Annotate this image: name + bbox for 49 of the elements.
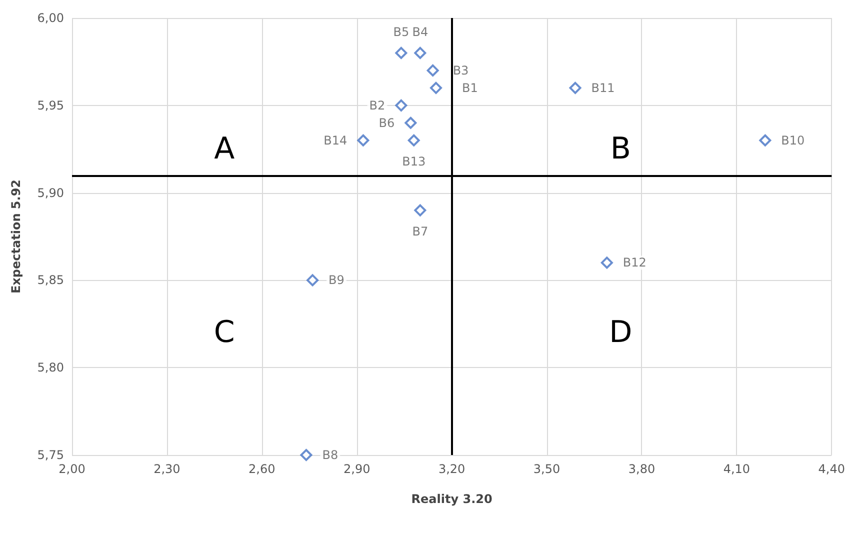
series-label: B10 [781,133,805,148]
x-tick-label: 2,60 [248,462,276,476]
point [600,256,613,269]
series-label: B12 [622,256,646,270]
y-tick-label: 5,90 [37,186,64,200]
y-axis-title: Expectation 5.92 [9,179,23,294]
point [408,134,420,146]
x-axis-title: Reality 3.20 [411,492,492,506]
annotation: B [610,132,631,167]
x-tick-label: 3,50 [533,462,560,476]
point [357,134,370,146]
x-tick-label: 4,10 [723,462,750,476]
point [404,116,417,129]
annotation: C [214,315,235,350]
series-label: B11 [591,80,615,95]
point [306,274,319,286]
point [395,99,408,112]
y-tick-label: 5,85 [37,273,64,288]
annotation: D [609,315,632,350]
point [569,82,582,94]
series-label: B9 [328,273,344,288]
series-label: B3 [452,63,469,78]
point [414,46,426,59]
x-tick-label: 4,40 [818,462,845,476]
series-label: B1 [462,80,478,95]
series-label: B8 [322,448,338,462]
x-tick-label: 3,20 [438,462,466,476]
y-tick-label: 5,80 [37,360,64,375]
series-label: B4 [412,24,428,39]
annotation: A [214,132,236,167]
y-tick-label: 6,00 [37,11,64,25]
x-tick-label: 2,90 [344,462,370,476]
point [759,134,772,146]
x-tick-label: 3,80 [628,462,656,476]
x-tick-label: 2,30 [154,462,180,476]
y-tick-label: 5,75 [37,448,64,462]
point [426,64,439,76]
series-label: B14 [324,133,348,148]
series-label: B5 [393,24,410,39]
series-label: B6 [378,116,395,130]
y-tick-label: 5,95 [37,98,64,112]
point [414,204,426,216]
series-label: B13 [402,154,426,168]
point [430,82,442,94]
series-label: B7 [412,224,428,238]
series-label: B2 [369,98,386,112]
point [300,449,312,461]
x-tick-label: 2,00 [58,462,86,476]
point [395,46,408,59]
